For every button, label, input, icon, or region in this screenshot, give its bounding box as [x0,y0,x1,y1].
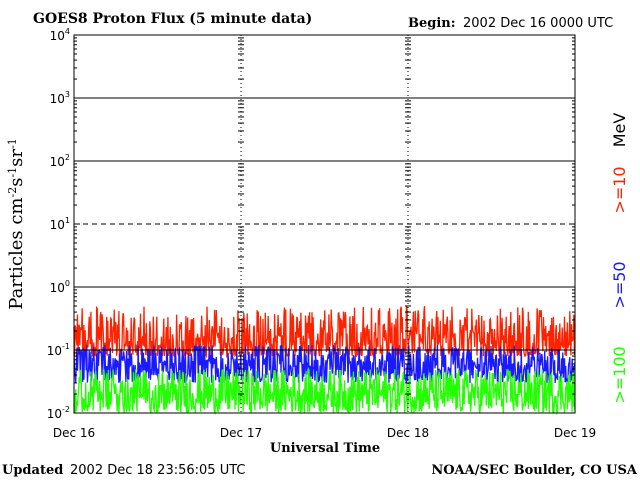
x-axis-label: Universal Time [270,441,380,456]
y-tick-label: 100 [50,279,70,295]
legend-entry: >=10 [610,166,629,213]
y-tick-label: 103 [50,90,70,106]
grid-layer [74,35,575,413]
series-line [73,344,576,384]
chart-title: GOES8 Proton Flux (5 minute data) [33,11,312,27]
series-line [73,366,576,416]
x-tick-label: Dec 19 [554,426,596,440]
y-tick-label: 10-1 [47,342,70,358]
axis-layer: 10-2 10-1 100 101 102 103 104 Dec 16 Dec 17 Dec 1… [47,27,596,440]
legend-entry: >=50 [610,261,629,308]
updated-value: 2002 Dec 18 23:56:05 UTC [70,463,245,478]
y-tick-label: 104 [50,27,70,43]
series-line [73,305,576,359]
begin-label: Begin: [408,16,456,31]
x-tick-label: Dec 16 [53,426,95,440]
series-layer [73,305,576,416]
legend-entry: >=100 [610,346,629,403]
y-tick-label: 102 [50,153,70,169]
begin-value: 2002 Dec 16 0000 UTC [463,16,613,31]
updated-label: Updated [2,463,63,478]
x-tick-label: Dec 17 [220,426,262,440]
y-tick-label: 101 [50,216,70,232]
y-tick-label: 10-2 [47,405,70,421]
x-tick-label: Dec 18 [387,426,429,440]
y-axis-label: Particles cm-2s-1sr-1 [6,138,27,309]
credit-text: NOAA/SEC Boulder, CO USA [431,463,638,478]
legend: MeV >=10 >=50 >=100 [610,113,629,404]
legend-entry: MeV [610,113,629,148]
